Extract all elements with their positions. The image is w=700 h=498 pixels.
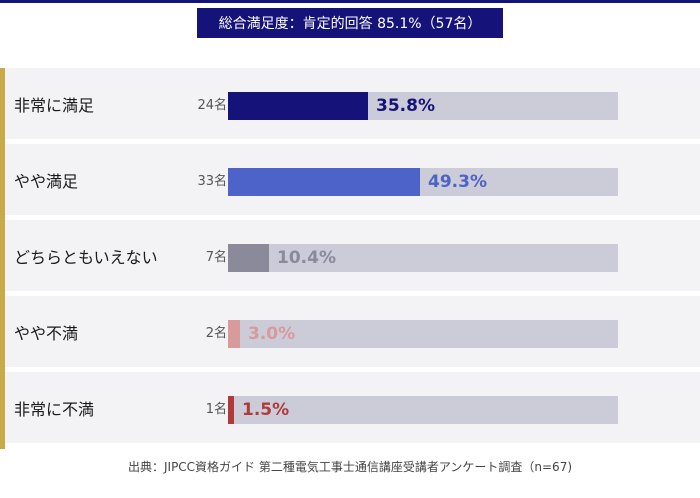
bar-track: 49.3% <box>228 168 618 196</box>
bar <box>228 396 234 424</box>
respondent-count: 33名 <box>197 174 227 189</box>
percent-label: 35.8% <box>376 96 435 116</box>
bar-track: 35.8% <box>228 92 618 120</box>
chart-row: どちらともいえない 7名 10.4% <box>5 220 700 291</box>
bar-track: 3.0% <box>228 320 618 348</box>
respondent-count: 1名 <box>205 402 227 417</box>
bar <box>228 244 269 272</box>
chart-row: やや不満 2名 3.0% <box>5 296 700 367</box>
chart-row: 非常に満足 24名 35.8% <box>5 68 700 139</box>
bar-track: 10.4% <box>228 244 618 272</box>
source-note: 出典：JIPCC資格ガイド 第二種電気工事士通信講座受講者アンケート調査（n=6… <box>127 460 573 474</box>
category-label: 非常に満足 <box>14 95 95 115</box>
bar-track: 1.5% <box>228 396 618 424</box>
chart-row: やや満足 33名 49.3% <box>5 144 700 215</box>
category-label: どちらともいえない <box>14 247 158 267</box>
category-label: やや満足 <box>14 171 79 191</box>
category-label: やや不満 <box>14 323 79 343</box>
chart-row: 非常に不満 1名 1.5% <box>5 372 700 443</box>
summary-banner: 総合満足度：肯定的回答 85.1%（57名） <box>197 8 503 38</box>
percent-label: 3.0% <box>248 324 296 344</box>
category-label: 非常に不満 <box>14 399 95 419</box>
bar <box>228 168 420 196</box>
respondent-count: 7名 <box>205 250 227 265</box>
top-border <box>0 0 700 3</box>
percent-label: 49.3% <box>428 172 487 192</box>
percent-label: 1.5% <box>242 400 290 420</box>
bar <box>228 320 240 348</box>
accent-bar <box>0 68 5 449</box>
bar <box>228 92 368 120</box>
respondent-count: 2名 <box>205 326 227 341</box>
percent-label: 10.4% <box>277 248 336 268</box>
respondent-count: 24名 <box>197 98 227 113</box>
